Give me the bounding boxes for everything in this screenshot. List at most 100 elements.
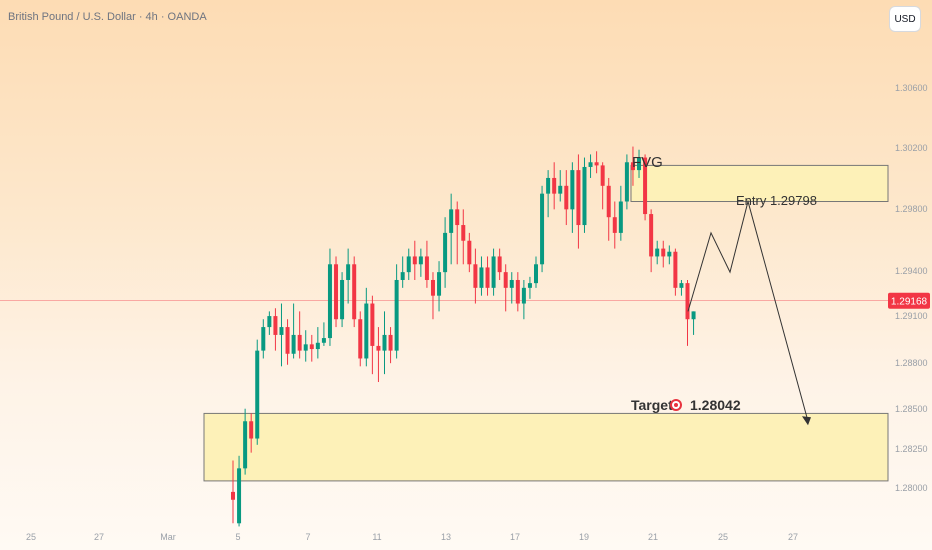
projection-path[interactable] (687, 199, 809, 422)
candle-body (388, 334, 393, 351)
candle-body (667, 251, 672, 257)
x-tick-label: 5 (235, 532, 240, 542)
candle-body (243, 421, 248, 469)
target-icon (670, 399, 682, 411)
x-tick-label: 25 (26, 532, 36, 542)
current-price-badge (888, 292, 930, 309)
target-value: 1.28042 (690, 397, 741, 413)
x-tick-label: 27 (788, 532, 798, 542)
candle-body (443, 232, 448, 273)
candle-body (406, 256, 411, 273)
candle-body (534, 264, 538, 284)
candle-body (437, 272, 442, 296)
candle-body (340, 279, 345, 320)
candle-body (273, 316, 278, 335)
candle-body (321, 338, 326, 343)
candle-body (558, 185, 563, 194)
candle-body (588, 162, 593, 167)
candle-body (679, 283, 684, 288)
x-tick-label: 7 (305, 532, 310, 542)
candle-body (376, 345, 381, 351)
currency-button[interactable]: USD (889, 6, 921, 32)
time-axis[interactable]: 25 27 Mar 5 7 11 13 17 19 21 25 27 (26, 532, 798, 542)
y-tick-label: 1.28250 (895, 444, 928, 454)
candle-body (358, 319, 363, 359)
candle-body (485, 267, 490, 288)
candle-body (285, 327, 290, 354)
candle-body (570, 170, 575, 210)
candle-body (279, 327, 284, 335)
current-price-text: 1.29168 (891, 297, 928, 308)
candle-body (497, 256, 502, 273)
candle-body (352, 264, 357, 320)
candle-body (237, 468, 242, 524)
price-axis[interactable]: 1.30600 1.30200 1.29800 1.29400 1.29100 1.288… (895, 83, 928, 493)
target-label: Target (631, 397, 673, 413)
y-tick-label: 1.28800 (895, 358, 928, 368)
y-tick-label: 1.28000 (895, 483, 928, 493)
candle-body (691, 311, 696, 320)
y-tick-label: 1.29800 (895, 204, 928, 214)
candle-body (685, 283, 690, 320)
candle-body (255, 350, 260, 439)
target-zone[interactable] (203, 412, 889, 482)
candle-body (630, 162, 635, 171)
candle-body (394, 279, 399, 351)
candle-body (473, 264, 478, 288)
candle-body (576, 170, 581, 226)
candle-body (412, 256, 417, 265)
fvg-zone[interactable] (630, 164, 889, 203)
candle-body (600, 165, 605, 186)
candle-body (364, 303, 369, 359)
candle-body (370, 303, 375, 346)
candle-body (430, 279, 435, 296)
candle-body (649, 214, 654, 257)
candle-body (673, 251, 678, 288)
candle-body (624, 162, 629, 202)
candle-body (618, 201, 623, 233)
candle-body (606, 185, 611, 218)
entry-label: Entry 1.29798 (736, 193, 817, 208)
candle-body (267, 316, 272, 328)
fvg-label: FVG (632, 154, 663, 171)
candle-body (643, 157, 648, 215)
candle-body (418, 256, 423, 265)
candle-body (249, 421, 254, 439)
candle-body (655, 248, 660, 257)
candle-body (455, 209, 460, 226)
candle-body (315, 342, 320, 350)
candle-body (231, 491, 235, 500)
candle-body (546, 177, 551, 194)
candle-body (297, 334, 302, 351)
candle-body (527, 283, 532, 288)
candle-body (400, 272, 405, 280)
candle-body (503, 272, 508, 288)
candle-body (424, 256, 429, 280)
candle-body (564, 185, 569, 210)
candle-body (461, 225, 466, 241)
candle-body (449, 209, 454, 233)
x-tick-label: 25 (718, 532, 728, 542)
candle-body (661, 248, 666, 257)
candle-body (309, 344, 314, 350)
projection-arrowhead (802, 416, 811, 426)
x-tick-label: 21 (648, 532, 658, 542)
y-tick-label: 1.30600 (895, 83, 928, 93)
x-tick-label: 19 (579, 532, 589, 542)
y-tick-label: 1.29100 (895, 311, 928, 321)
candle-body (479, 267, 484, 288)
candle-body (521, 287, 526, 304)
x-tick-label: Mar (160, 532, 176, 542)
candle-body (291, 334, 296, 354)
candle-body (491, 256, 496, 288)
candle-body (594, 162, 599, 166)
candle-body (637, 157, 642, 171)
candle-body (515, 279, 520, 304)
candle-body (334, 264, 339, 320)
candle-body (303, 344, 308, 351)
candle-body (261, 327, 266, 351)
candle-body (552, 177, 557, 194)
candle-body (467, 240, 472, 265)
x-tick-label: 17 (510, 532, 520, 542)
